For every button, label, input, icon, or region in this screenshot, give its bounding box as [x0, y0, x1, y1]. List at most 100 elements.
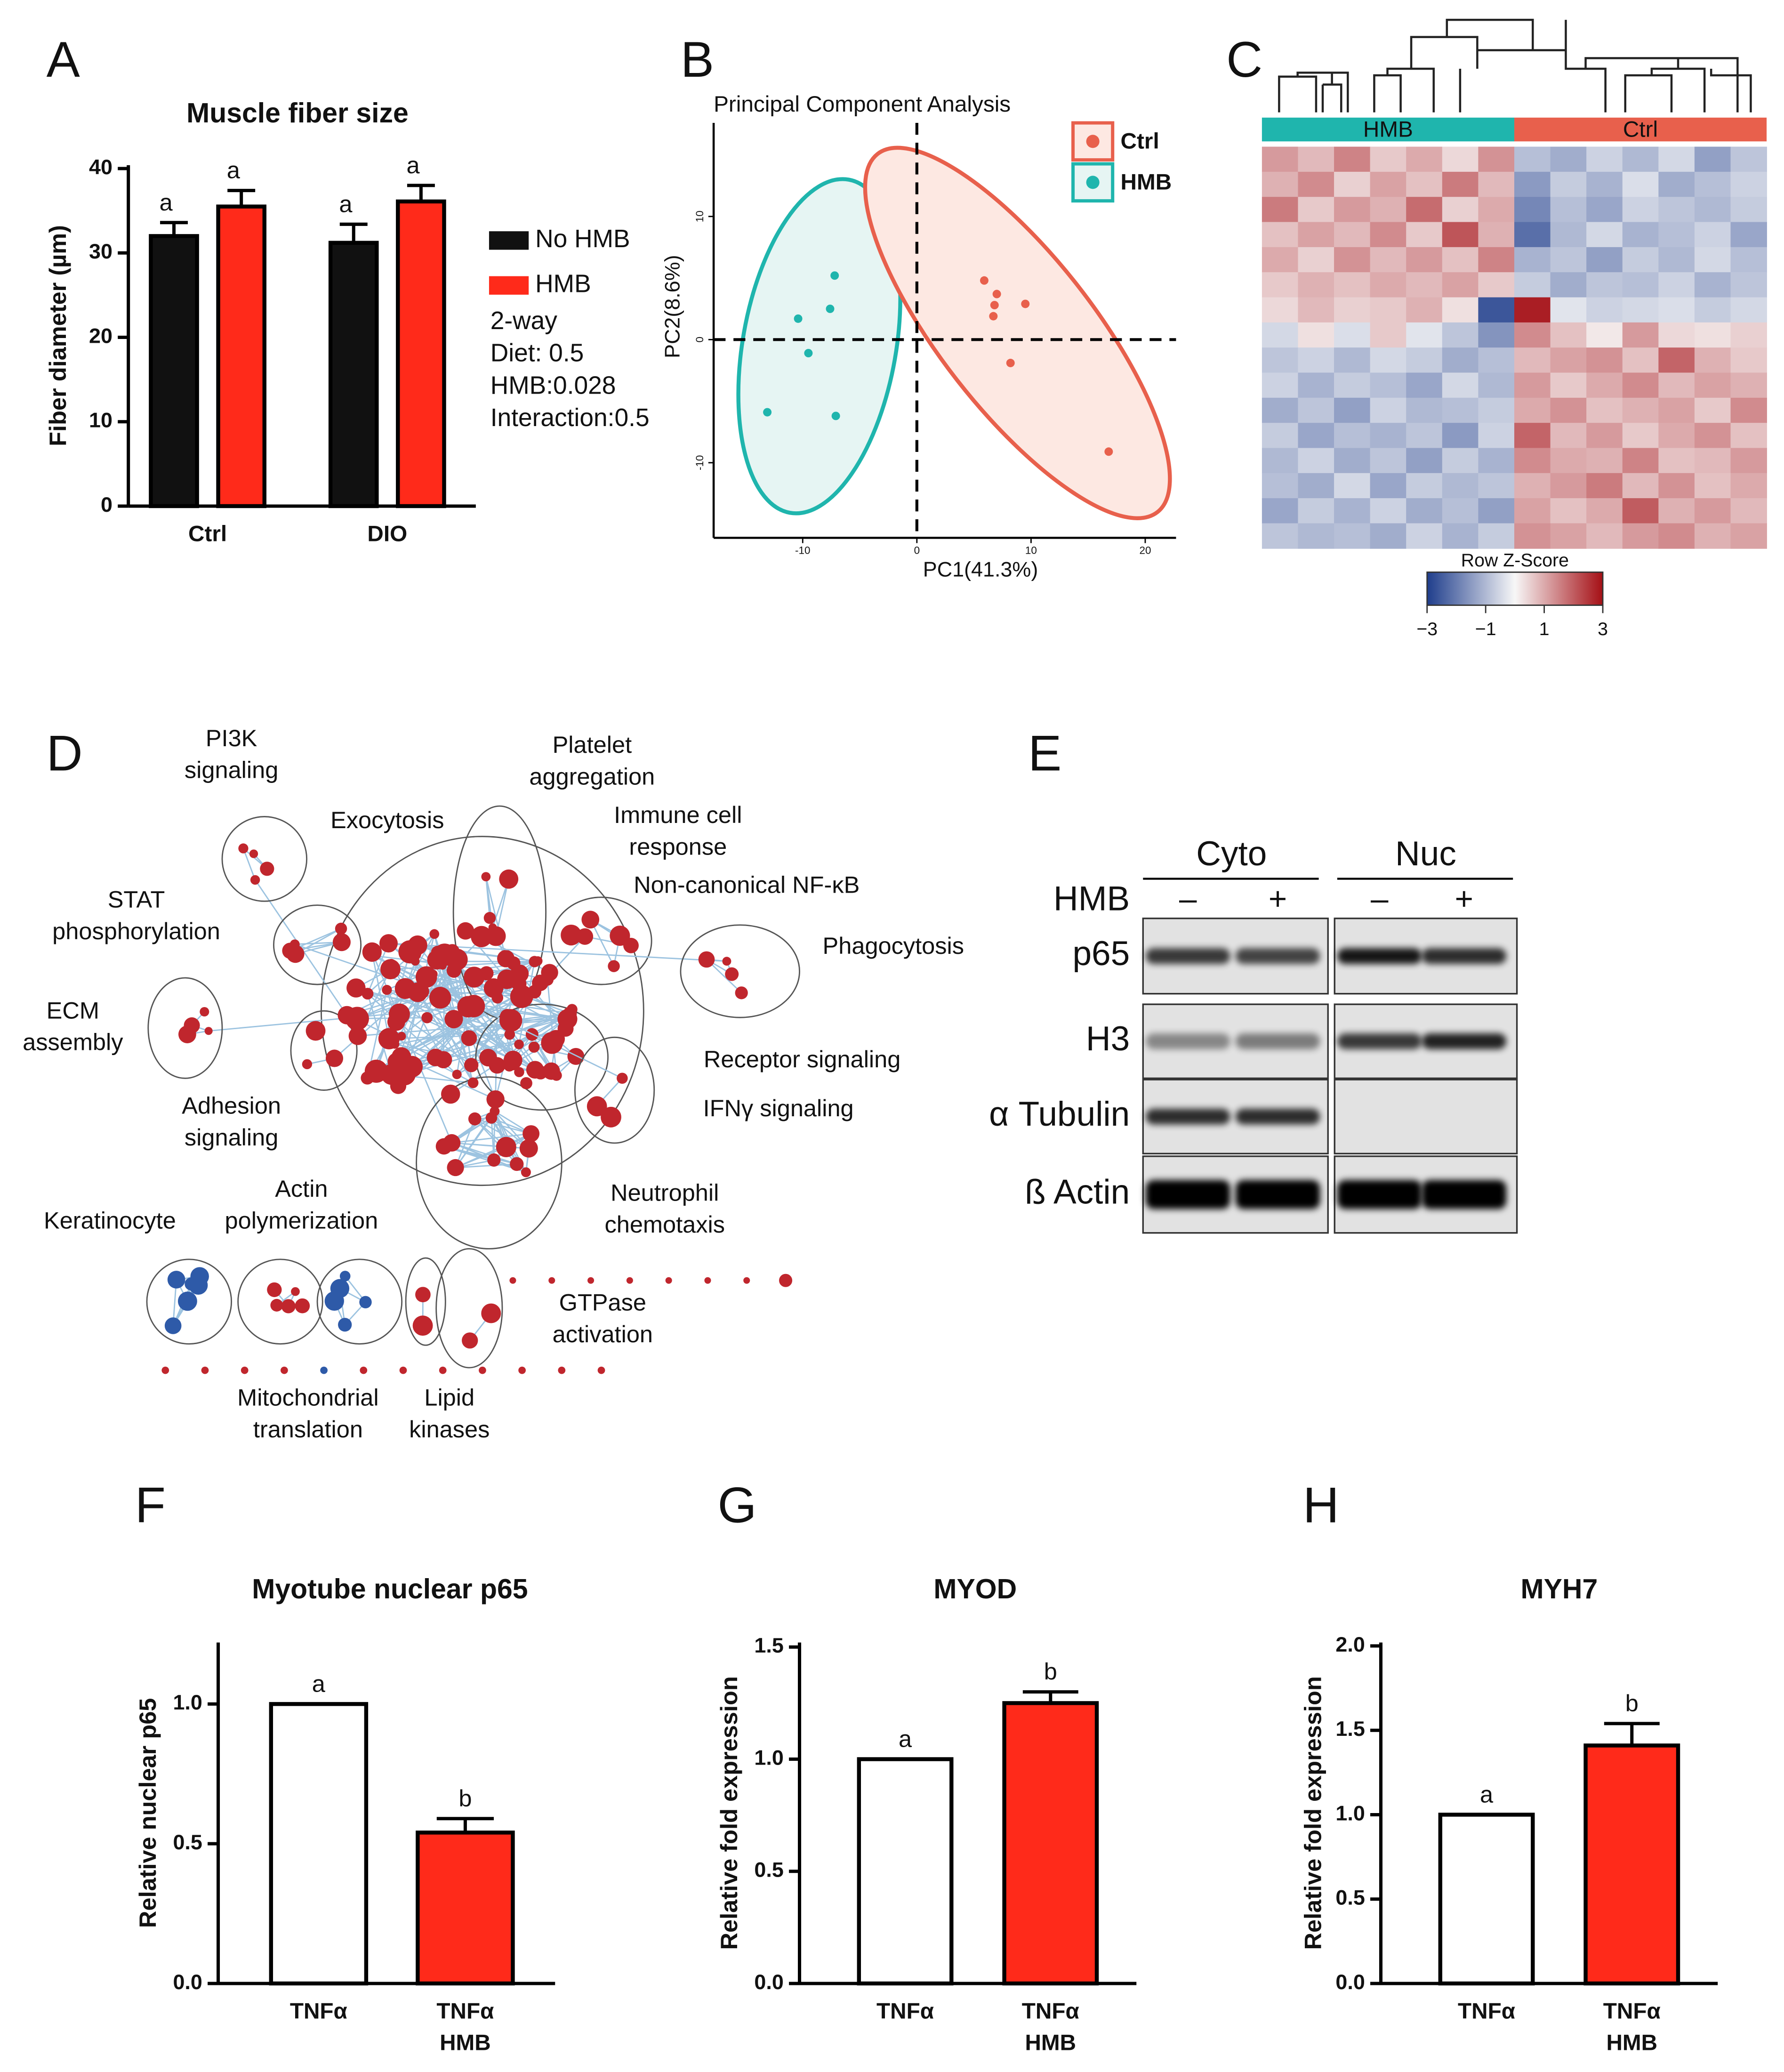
heatmap-cell	[1658, 448, 1695, 474]
network-node	[486, 1090, 505, 1109]
heatmap-cell	[1730, 347, 1767, 373]
network-node	[558, 1366, 566, 1374]
network-node	[339, 1271, 351, 1282]
ellipse-ctrl	[863, 145, 1172, 520]
heatmap-cell	[1586, 146, 1623, 172]
heatmap-cell	[1730, 272, 1767, 298]
network-node	[267, 1282, 282, 1298]
heatmap-cell	[1658, 247, 1695, 273]
legend-label: Ctrl	[1121, 129, 1159, 154]
network-node	[587, 1277, 595, 1284]
cluster-outline	[221, 816, 308, 902]
network-edge	[394, 1013, 571, 1045]
cluster-outline	[550, 896, 652, 985]
point	[1006, 359, 1015, 367]
heatmap-cell	[1334, 423, 1371, 449]
colorbar-tick-label: −3	[1416, 619, 1438, 639]
heatmap-cell	[1370, 297, 1407, 323]
network-node	[581, 911, 600, 929]
heatmap-cell	[1730, 423, 1767, 449]
legend-marker	[1086, 135, 1100, 148]
network-node	[434, 1051, 452, 1069]
heatmap-cell	[1586, 222, 1623, 248]
heatmap-cell	[1370, 272, 1407, 298]
heatmap-cell	[1262, 498, 1299, 524]
cluster-outline	[273, 904, 362, 985]
network-node	[457, 996, 479, 1018]
blot-row-label: p65	[1072, 935, 1130, 973]
heatmap-cell	[1442, 448, 1479, 474]
network-label: GTPase	[559, 1289, 646, 1316]
network-node	[390, 1040, 400, 1049]
network-node	[446, 949, 468, 971]
heatmap-cell	[1550, 197, 1587, 223]
network-node	[468, 1112, 482, 1126]
heatmap-cell	[1550, 272, 1587, 298]
heatmap-cell	[1442, 523, 1479, 549]
heatmap-cell	[1370, 222, 1407, 248]
colorbar-title: Row Z-Score	[1461, 550, 1569, 571]
network-node	[464, 967, 485, 988]
network-node	[698, 951, 715, 968]
heatmap-cell	[1622, 498, 1659, 524]
heatmap-cell	[1262, 222, 1299, 248]
heatmap-cell	[1586, 523, 1623, 549]
network-label: Mitochondrial	[237, 1384, 378, 1411]
y-tick-label: 0.5	[1335, 1886, 1365, 1910]
heatmap-cell	[1298, 272, 1334, 298]
heatmap-cell	[1478, 222, 1515, 248]
network-node	[320, 1366, 328, 1374]
x-tick-label: 0	[914, 544, 920, 556]
network-label: chemotaxis	[604, 1211, 725, 1238]
x-tick-label: TNFα	[436, 1999, 494, 2024]
heatmap-cell	[1370, 448, 1407, 474]
heatmap-cell	[1586, 297, 1623, 323]
network-label: Adhesion	[182, 1092, 281, 1119]
heatmap-cell	[1298, 146, 1334, 172]
annotation: Interaction:0.5	[490, 404, 650, 432]
network-edge	[490, 1118, 495, 1161]
heatmap-cell	[1658, 322, 1695, 348]
heatmap-cell	[1442, 222, 1479, 248]
bar	[416, 1830, 515, 1986]
heatmap-cell	[1478, 322, 1515, 348]
network-node	[281, 1366, 288, 1374]
heatmap-cell	[1334, 397, 1371, 424]
bar	[1002, 1701, 1099, 1986]
heatmap-cell	[1262, 322, 1299, 348]
x-axis-label: PC1(41.3%)	[923, 557, 1038, 581]
heatmap-cell	[1730, 448, 1767, 474]
heatmap-cell	[1334, 448, 1371, 474]
network-node	[335, 922, 347, 935]
panel-letter: B	[681, 31, 714, 88]
heatmap-cell	[1298, 372, 1334, 398]
heatmap-cell	[1442, 347, 1479, 373]
heatmap-cell	[1334, 272, 1371, 298]
network-node	[359, 1296, 372, 1308]
heatmap-cell	[1478, 347, 1515, 373]
heatmap-cell	[1586, 347, 1623, 373]
lane-sign: +	[1269, 881, 1287, 917]
network-node	[499, 1009, 522, 1032]
blot-group: Cyto	[1196, 835, 1267, 873]
blot-row-label: α Tubulin	[989, 1095, 1130, 1133]
heatmap-cell	[1298, 347, 1334, 373]
network-node	[260, 862, 274, 876]
network-node	[415, 1287, 431, 1303]
network-edge	[371, 955, 623, 1079]
blot-treatment: HMB	[1053, 879, 1130, 918]
network-label: Keratinocyte	[44, 1207, 176, 1234]
y-axis-label: Fiber diameter (µm)	[44, 225, 71, 446]
significance-letter: a	[227, 157, 241, 184]
heatmap-cell	[1370, 322, 1407, 348]
heatmap-cell	[1658, 222, 1695, 248]
cluster-outline	[405, 1257, 446, 1346]
heatmap-cell	[1694, 372, 1731, 398]
heatmap-cell	[1622, 297, 1659, 323]
network-label: signaling	[185, 756, 278, 783]
heatmap-cell	[1730, 247, 1767, 273]
cluster-outline	[416, 1076, 563, 1250]
legend-label: HMB	[1121, 170, 1172, 195]
blot-band	[1337, 948, 1422, 964]
heatmap-cell	[1514, 372, 1551, 398]
